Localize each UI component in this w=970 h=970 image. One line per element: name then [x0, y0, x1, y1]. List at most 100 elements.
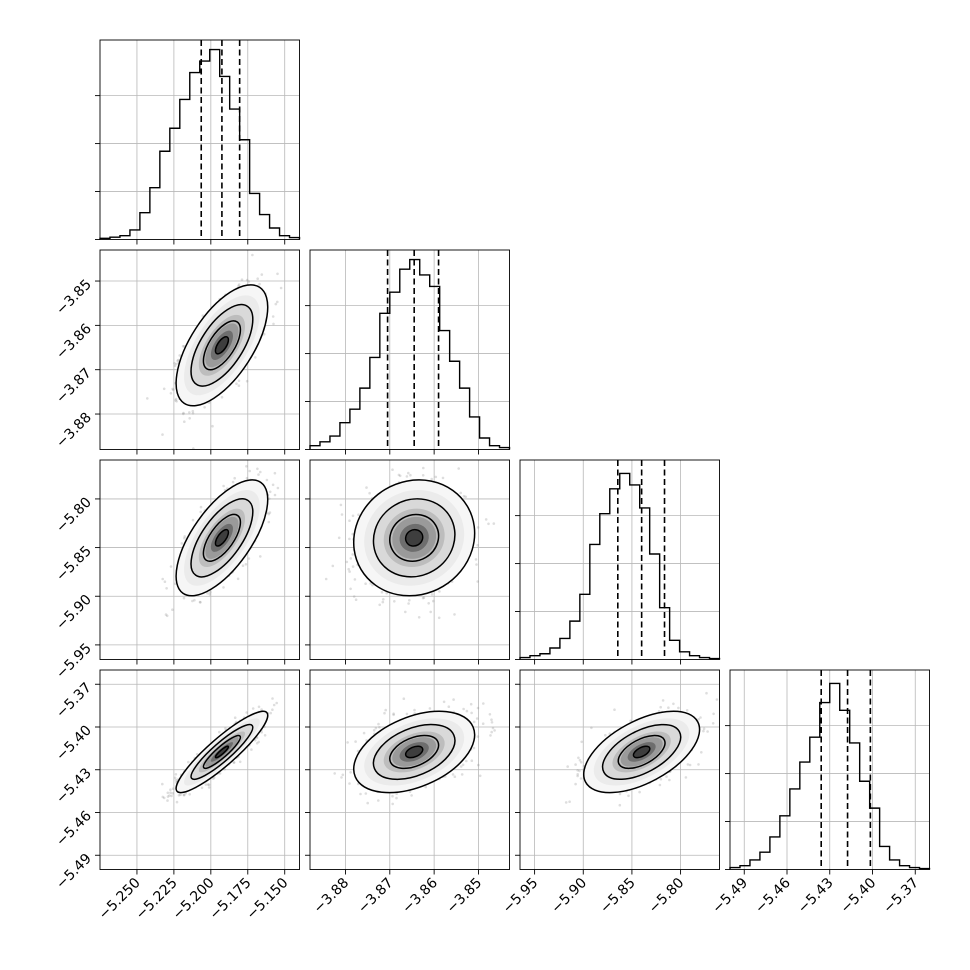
sample-point — [237, 283, 241, 286]
sample-point — [377, 799, 380, 802]
sample-point — [697, 763, 700, 766]
scatter-panel-1-0: −3.88−3.87−3.86−3.85 — [53, 249, 300, 455]
sample-point — [398, 474, 402, 478]
sample-point — [686, 763, 690, 766]
sample-point — [368, 491, 371, 495]
sample-point — [437, 616, 441, 620]
sample-point — [566, 765, 569, 768]
sample-point — [170, 794, 173, 798]
sample-point — [199, 505, 203, 509]
sample-point — [422, 466, 425, 470]
sample-point — [177, 358, 180, 362]
sample-point — [262, 332, 266, 336]
sample-point — [288, 443, 291, 446]
sample-point — [407, 471, 410, 475]
sample-point — [179, 793, 182, 797]
y-tick-label: −5.95 — [53, 640, 95, 682]
sample-point — [349, 771, 352, 774]
sample-point — [191, 518, 195, 522]
sample-point — [268, 511, 272, 514]
sample-point — [260, 708, 263, 711]
sample-point — [187, 760, 190, 764]
sample-point — [677, 706, 680, 710]
sample-point — [175, 362, 178, 366]
sample-point — [257, 473, 260, 476]
sample-point — [409, 473, 412, 477]
sample-point — [688, 763, 692, 767]
sample-point — [173, 364, 177, 368]
sample-point — [685, 709, 689, 712]
sample-point — [381, 600, 385, 604]
sample-point — [629, 719, 632, 723]
sample-point — [259, 470, 262, 474]
sample-point — [188, 411, 191, 414]
x-tick-label: −5.40 — [838, 875, 880, 917]
scatter-panel-2-1 — [305, 459, 510, 665]
sample-point — [452, 698, 455, 701]
sample-point — [271, 697, 274, 700]
sample-point — [245, 711, 248, 714]
sample-point — [372, 729, 376, 732]
axes-frame — [309, 249, 510, 450]
sample-point — [208, 593, 212, 596]
hist-panel-0 — [95, 39, 301, 245]
sample-point — [711, 722, 715, 725]
x-tick-label: −5.95 — [500, 875, 542, 917]
sample-point — [161, 795, 165, 799]
sample-point — [182, 793, 186, 797]
sample-point — [397, 473, 401, 477]
axes-frame — [99, 39, 300, 240]
sample-point — [250, 748, 253, 751]
sample-point — [175, 800, 179, 804]
sample-point — [392, 713, 395, 717]
sample-point — [175, 400, 178, 403]
sample-point — [339, 503, 343, 507]
scatter-panel-2-0: −5.95 −5.90 −5.85 −5.80 — [53, 443, 300, 682]
sample-point — [384, 708, 388, 712]
contour-line — [352, 479, 476, 597]
sample-point — [421, 474, 425, 477]
sample-point — [248, 469, 251, 473]
sample-point — [188, 793, 191, 796]
sample-point — [251, 707, 255, 710]
sample-point — [263, 734, 267, 737]
sample-point — [166, 791, 170, 795]
sample-point — [218, 730, 221, 734]
sample-point — [174, 773, 178, 776]
sample-point — [267, 512, 271, 516]
sample-point — [245, 476, 249, 480]
sample-point — [236, 577, 240, 581]
contour-line — [202, 513, 242, 562]
sample-point — [476, 580, 480, 583]
sample-point — [235, 382, 238, 386]
y-tick-label: −5.85 — [53, 543, 95, 585]
sample-point — [237, 384, 241, 388]
sample-point — [627, 794, 630, 798]
sample-point — [166, 795, 170, 798]
sample-point — [493, 729, 496, 732]
sample-point — [272, 703, 276, 707]
sample-point — [253, 738, 257, 742]
sample-point — [672, 702, 675, 706]
sample-point — [258, 282, 261, 286]
sample-point — [231, 480, 235, 484]
sample-point — [430, 593, 434, 596]
sample-point — [402, 697, 406, 700]
sample-point — [162, 796, 166, 800]
sample-point — [697, 718, 700, 721]
sample-point — [441, 476, 445, 480]
sample-point — [237, 379, 241, 383]
sample-point — [162, 387, 166, 391]
sample-point — [244, 563, 248, 566]
sample-point — [245, 379, 249, 383]
sample-point — [378, 726, 381, 729]
sample-point — [484, 518, 488, 521]
sample-point — [378, 603, 382, 607]
sample-point — [457, 467, 461, 470]
sample-point — [207, 783, 211, 786]
x-tick-label: −5.46 — [752, 875, 794, 917]
sample-point — [481, 722, 485, 725]
sample-point — [351, 532, 355, 536]
sample-point — [491, 726, 495, 730]
contour-line — [202, 734, 242, 770]
